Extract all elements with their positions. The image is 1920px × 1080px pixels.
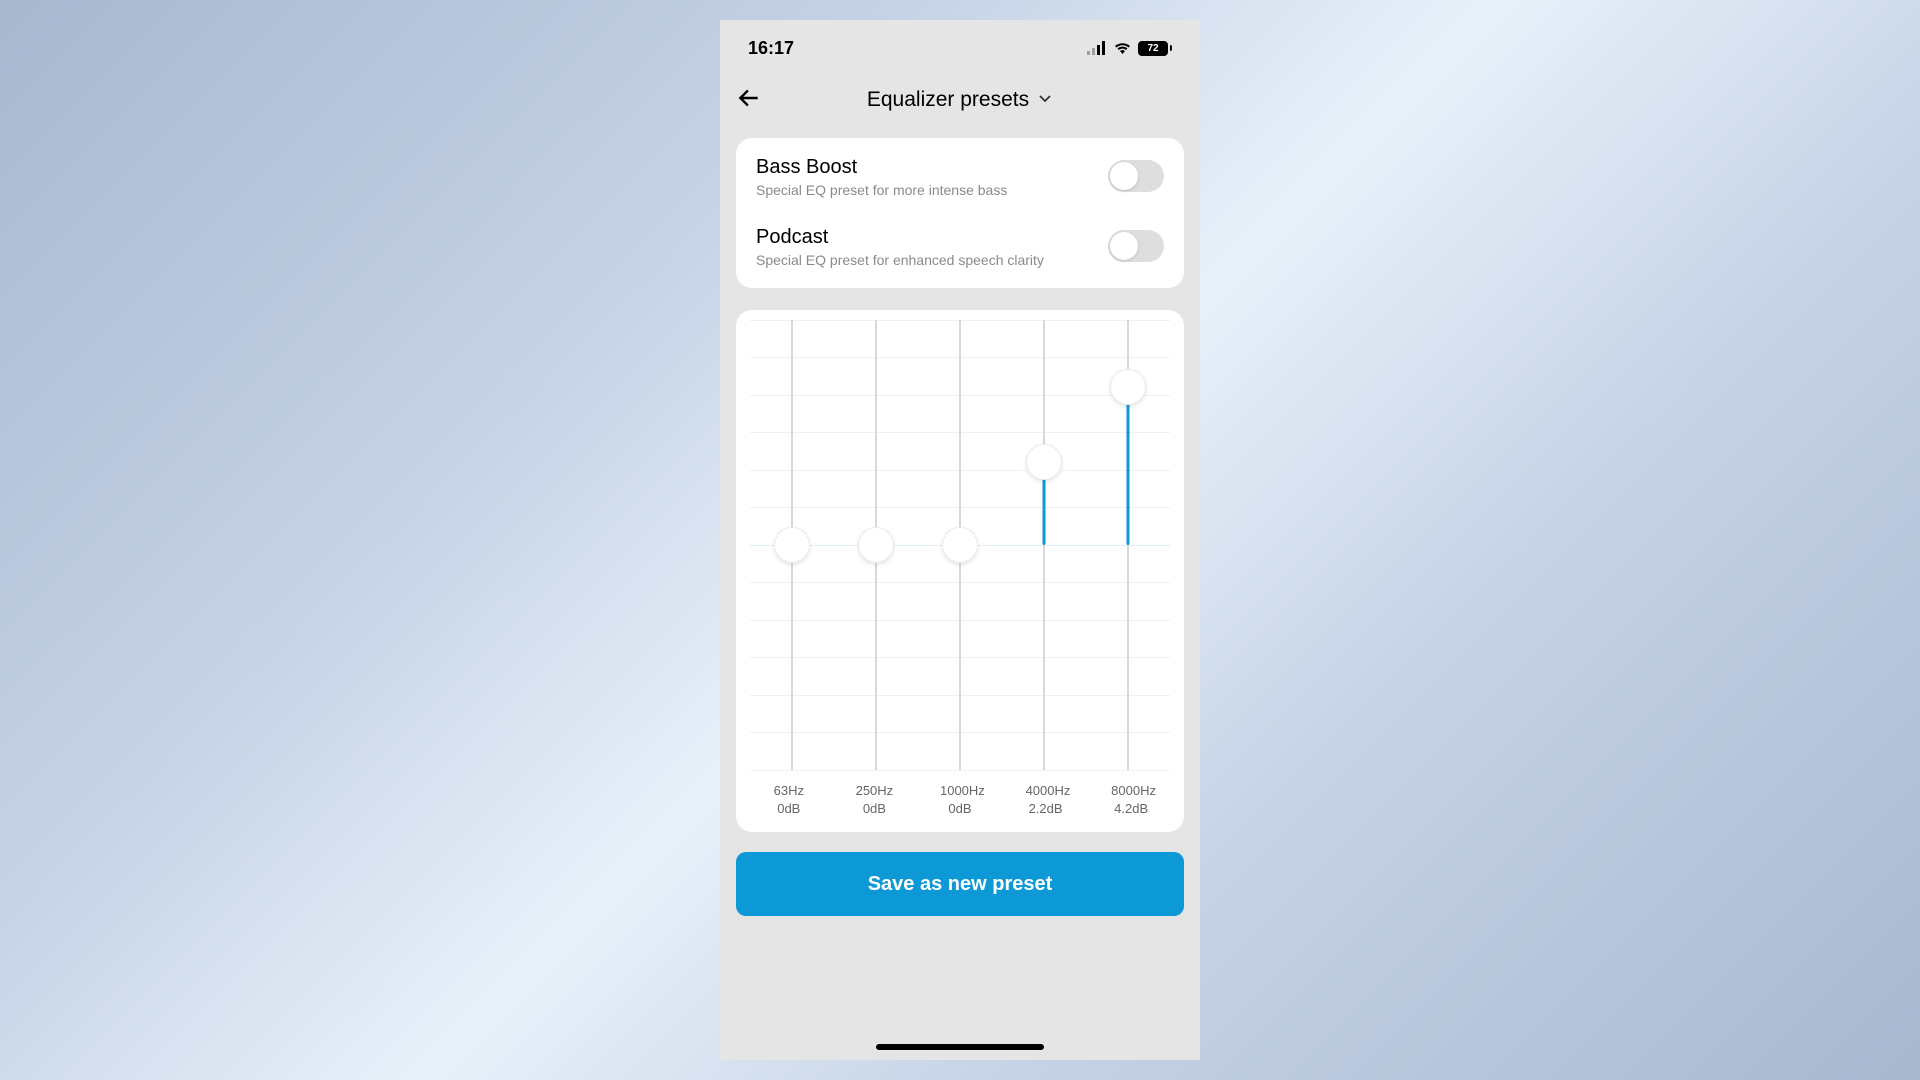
preset-description: Special EQ preset for more intense bass [756, 181, 1092, 200]
eq-slider[interactable] [1024, 320, 1064, 770]
eq-slider-thumb[interactable] [774, 527, 810, 563]
eq-slider[interactable] [856, 320, 896, 770]
eq-slider-thumb[interactable] [1026, 444, 1062, 480]
equalizer-area [750, 320, 1170, 770]
eq-band-label: 8000Hz4.2dB [1111, 782, 1151, 818]
status-icons: 72 [1087, 41, 1172, 56]
back-arrow-icon[interactable] [736, 85, 762, 116]
cellular-signal-icon [1087, 41, 1107, 55]
eq-band-label: 63Hz0dB [769, 782, 809, 818]
equalizer-card: 63Hz0dB 250Hz0dB 1000Hz0dB 4000Hz2.2dB 8000H… [736, 310, 1184, 832]
chevron-down-icon [1037, 90, 1053, 111]
battery-indicator: 72 [1138, 41, 1172, 56]
status-time: 16:17 [748, 38, 794, 59]
preset-row-podcast: Podcast Special EQ preset for enhanced s… [756, 226, 1164, 270]
battery-level: 72 [1138, 41, 1168, 56]
nav-header: Equalizer presets [720, 76, 1200, 124]
home-indicator [876, 1044, 1044, 1050]
page-title: Equalizer presets [867, 88, 1029, 112]
eq-slider-thumb[interactable] [1110, 369, 1146, 405]
save-preset-button[interactable]: Save as new preset [736, 852, 1184, 916]
phone-frame: 16:17 72 [720, 20, 1200, 1060]
preset-title: Podcast [756, 226, 1092, 249]
presets-card: Bass Boost Special EQ preset for more in… [736, 138, 1184, 288]
status-bar: 16:17 72 [720, 20, 1200, 76]
eq-band-label: 4000Hz2.2dB [1026, 782, 1066, 818]
equalizer-labels: 63Hz0dB 250Hz0dB 1000Hz0dB 4000Hz2.2dB 8000H… [746, 782, 1174, 818]
preset-toggle-podcast[interactable] [1108, 230, 1164, 262]
eq-band-label: 1000Hz0dB [940, 782, 980, 818]
preset-title: Bass Boost [756, 156, 1092, 179]
eq-band-label: 250Hz0dB [854, 782, 894, 818]
eq-slider-thumb[interactable] [942, 527, 978, 563]
eq-slider-thumb[interactable] [858, 527, 894, 563]
preset-row-bass-boost: Bass Boost Special EQ preset for more in… [756, 156, 1164, 200]
wifi-icon [1113, 41, 1132, 55]
equalizer-sliders [750, 320, 1170, 770]
eq-slider[interactable] [940, 320, 980, 770]
eq-slider[interactable] [1108, 320, 1148, 770]
preset-toggle-bass-boost[interactable] [1108, 160, 1164, 192]
eq-slider[interactable] [772, 320, 812, 770]
preset-description: Special EQ preset for enhanced speech cl… [756, 251, 1092, 270]
nav-title-dropdown[interactable]: Equalizer presets [736, 88, 1184, 112]
